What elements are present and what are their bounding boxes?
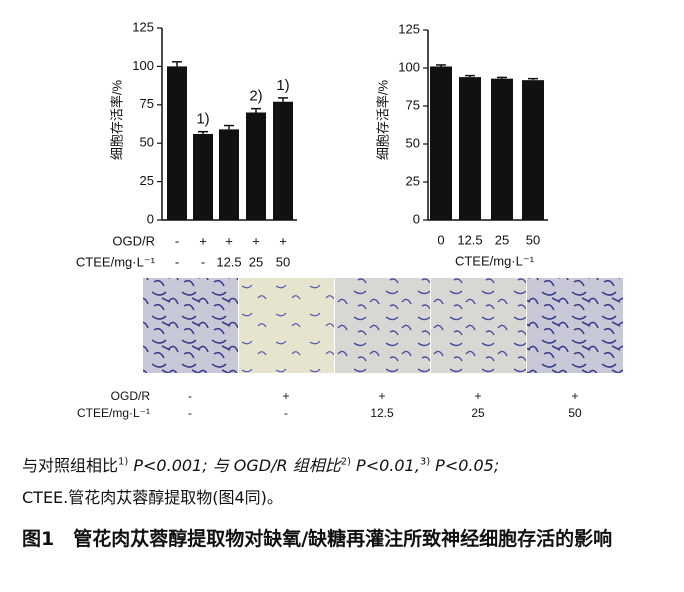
y-tick-label: 75: [140, 96, 154, 111]
y-tick-label: 75: [406, 97, 420, 112]
row-cell: 12.5: [216, 254, 241, 269]
x-tick-label: 0: [437, 232, 444, 247]
row-cell: +: [474, 389, 481, 403]
y-tick-label: 100: [398, 59, 420, 74]
y-axis-label: 细胞存活率/%: [375, 79, 390, 160]
row-cell: +: [282, 389, 289, 403]
bar: [246, 112, 266, 220]
row-cell: -: [201, 254, 205, 269]
x-axis-label: CTEE/mg·L⁻¹: [455, 253, 535, 268]
x-tick-label: 12.5: [457, 232, 482, 247]
note-mark: 1): [118, 456, 129, 468]
row-cell: +: [252, 233, 260, 248]
y-tick-label: 100: [132, 58, 154, 73]
row-cell: -: [284, 406, 288, 420]
bar: [522, 80, 544, 220]
row-cell: +: [571, 389, 578, 403]
y-tick-label: 50: [140, 135, 154, 150]
caption-abbrev: CTEE.管花肉苁蓉醇提取物(图4同)。: [22, 488, 283, 507]
x-tick-label: 50: [526, 232, 540, 247]
row-cell: 12.5: [370, 406, 394, 420]
bar: [167, 66, 187, 221]
note-text: P<0.05;: [430, 456, 500, 475]
note-text: 与对照组相比: [22, 456, 119, 475]
row-cell: +: [378, 389, 385, 403]
bar: [193, 133, 213, 220]
row-cell: -: [188, 406, 192, 420]
micrograph: [431, 278, 526, 373]
row-cell: -: [175, 254, 179, 269]
bar: [430, 66, 452, 220]
note-text: P<0.001; 与 OGD/R 组相比: [128, 456, 341, 475]
bar: [273, 101, 293, 220]
y-axis-label: 细胞存活率/%: [109, 79, 124, 160]
y-tick-label: 125: [398, 21, 420, 36]
note-text: P<0.01,: [350, 456, 420, 475]
y-tick-label: 25: [140, 173, 154, 188]
micrograph: [527, 278, 623, 373]
caption-notes: 与对照组相比1) P<0.001; 与 OGD/R 组相比2) P<0.01,3…: [22, 452, 499, 476]
row-cell: -: [175, 233, 179, 248]
y-tick-label: 50: [406, 135, 420, 150]
bar: [491, 78, 513, 220]
row-cell: +: [225, 233, 233, 248]
row-cell: 50: [276, 254, 290, 269]
x-tick-label: 25: [495, 232, 509, 247]
y-tick-label: 0: [147, 211, 154, 226]
significance-label: 1): [196, 111, 209, 128]
row-cell: -: [188, 389, 192, 403]
row-label: CTEE/mg·L⁻¹: [76, 254, 156, 269]
row-label: CTEE/mg·L⁻¹: [77, 406, 150, 420]
row-cell: 25: [249, 254, 263, 269]
micrograph: [335, 278, 430, 373]
row-cell: 50: [568, 406, 582, 420]
row-cell: +: [279, 233, 287, 248]
significance-label: 2): [249, 88, 262, 105]
y-tick-label: 0: [413, 211, 420, 226]
charts: 0 25 50 75 100 125 细胞存活率/% 1) 2) 1) OGD/R - + + + + CTEE…: [76, 19, 623, 420]
bar: [459, 77, 481, 221]
micrograph: [239, 278, 334, 373]
row-cell: +: [199, 233, 207, 248]
bar: [219, 129, 239, 220]
note-mark: 2): [340, 456, 351, 468]
y-tick-label: 125: [132, 19, 154, 34]
row-label: OGD/R: [111, 389, 151, 403]
micrograph: [143, 278, 238, 373]
y-tick-label: 25: [406, 173, 420, 188]
figure-title: 图1 管花肉苁蓉醇提取物对缺氧/缺糖再灌注所致神经细胞存活的影响: [22, 528, 613, 550]
row-label: OGD/R: [112, 233, 155, 248]
note-mark: 3): [419, 456, 431, 468]
row-cell: 25: [471, 406, 485, 420]
significance-label: 1): [276, 77, 289, 94]
